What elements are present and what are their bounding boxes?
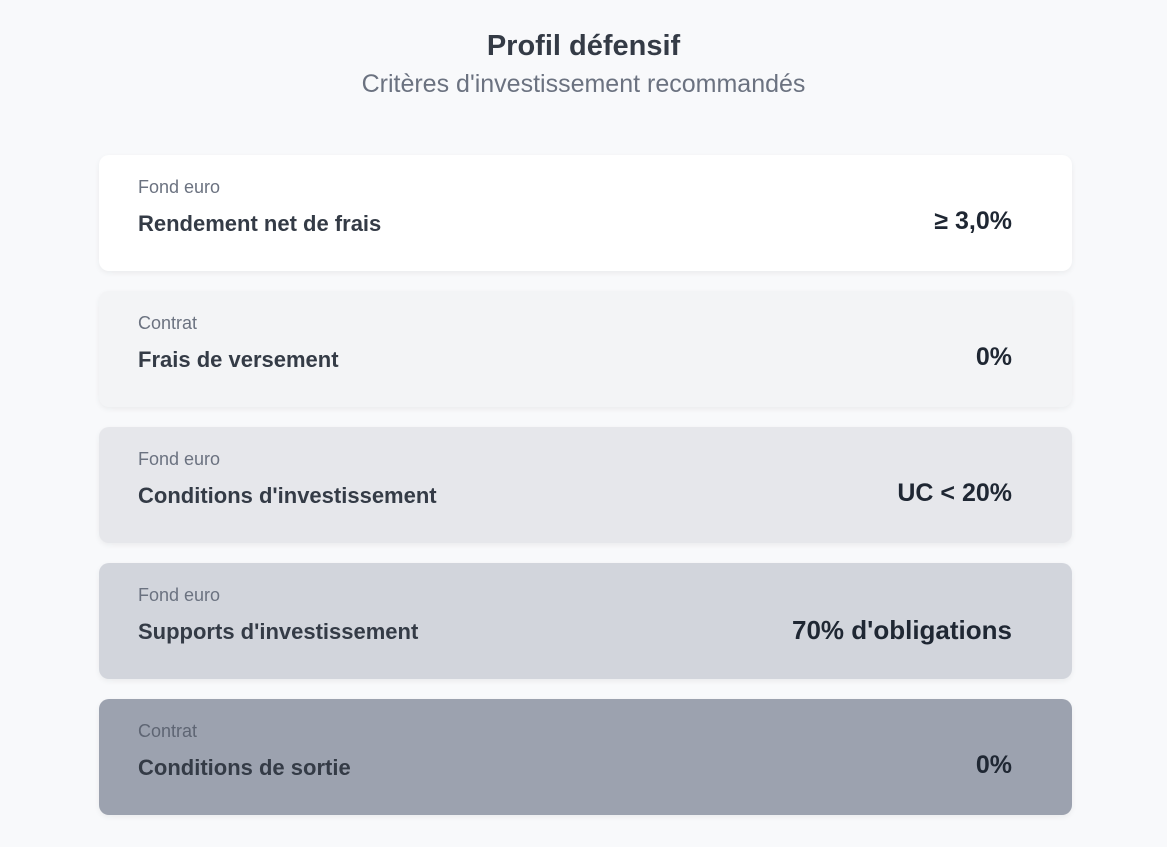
card-value: 0% — [975, 751, 1012, 779]
card-value: UC < 20% — [897, 479, 1012, 507]
criteria-card-rendement: Fond euro Rendement net de frais ≥ 3,0% — [99, 155, 1072, 271]
criteria-card-supports-investissement: Fond euro Supports d'investissement 70% … — [99, 563, 1072, 679]
card-label: Supports d'investissement — [138, 619, 419, 644]
card-category: Contrat — [138, 721, 198, 741]
card-value: 70% d'obligations — [792, 615, 1012, 645]
page-header: Profil défensif Critères d'investissemen… — [0, 0, 1167, 100]
criteria-card-frais-versement: Contrat Frais de versement 0% — [99, 291, 1072, 407]
card-label: Conditions d'investissement — [138, 483, 437, 508]
card-category: Fond euro — [138, 449, 221, 469]
card-category: Fond euro — [138, 585, 221, 605]
card-label: Conditions de sortie — [138, 755, 351, 780]
card-value: ≥ 3,0% — [934, 207, 1012, 235]
criteria-card-conditions-sortie: Contrat Conditions de sortie 0% — [99, 699, 1072, 815]
card-value: 0% — [975, 343, 1012, 371]
card-category: Contrat — [138, 313, 198, 333]
criteria-card-conditions-investissement: Fond euro Conditions d'investissement UC… — [99, 427, 1072, 543]
criteria-list: Fond euro Rendement net de frais ≥ 3,0% … — [99, 155, 1072, 835]
card-label: Frais de versement — [138, 347, 339, 372]
card-category: Fond euro — [138, 177, 221, 197]
page-title: Profil défensif — [486, 30, 681, 62]
page-subtitle: Critères d'investissement recommandés — [361, 70, 806, 98]
card-label: Rendement net de frais — [138, 211, 382, 236]
